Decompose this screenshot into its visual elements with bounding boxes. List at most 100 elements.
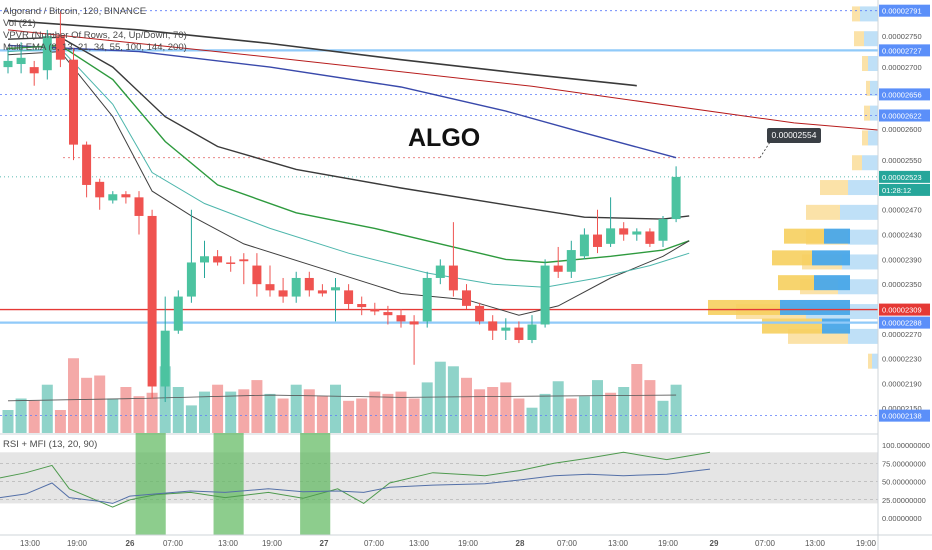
candle-body: [488, 321, 498, 331]
vpvr-bar-down: [772, 250, 812, 266]
price-tick-label: 0.00002350: [882, 280, 922, 289]
volume-profile: [708, 6, 878, 369]
volume-legend[interactable]: Vol (21): [3, 18, 36, 29]
volume-bar: [447, 366, 459, 433]
volume-bar: [54, 410, 66, 433]
time-tick-label: 07:00: [163, 539, 184, 548]
time-tick-label: 13:00: [218, 539, 239, 548]
vpvr-bar-down: [866, 80, 870, 96]
moving-averages: [7, 19, 912, 316]
price-level-label: 0.00002791: [882, 7, 922, 16]
price-level-label: 0.00002309: [882, 306, 922, 315]
candle-body: [422, 277, 432, 322]
time-tick-label: 27: [320, 539, 329, 548]
volume-bar: [631, 364, 643, 433]
candle-body: [370, 308, 380, 312]
vpvr-bar-down: [762, 318, 822, 334]
vpvr-bar-up: [870, 80, 878, 96]
volume-bar: [264, 393, 276, 433]
volume-bar: [539, 393, 551, 433]
vpvr-legend[interactable]: VPVR (Number Of Rows, 24, Up/Down, 70): [3, 30, 187, 41]
price-tick-label: 0.00002270: [882, 330, 922, 339]
price-level-box: [879, 409, 930, 422]
vpvr-bar-down: [852, 6, 860, 22]
candle-body: [645, 231, 655, 244]
price-level-label: 0.00002656: [882, 90, 922, 99]
ema-line: [7, 51, 690, 316]
volume-bar: [225, 391, 237, 433]
ema-line: [7, 44, 677, 159]
volume-bar: [120, 387, 132, 433]
symbol-title: Algorand / Bitcoin, 120, BINANCE: [3, 6, 147, 17]
candle-body: [55, 36, 65, 60]
volume-bar: [369, 391, 381, 433]
vpvr-bar-down: [778, 275, 814, 291]
candle-body: [409, 321, 419, 325]
rsi-legend[interactable]: RSI + MFI (13, 20, 90): [3, 439, 98, 450]
volume-bar: [644, 380, 656, 433]
rsi-tick-label: 75.00000000: [882, 459, 926, 468]
candle-body: [527, 324, 537, 340]
volume-bar: [605, 392, 617, 433]
vpvr-bar-up: [812, 250, 850, 266]
vpvr-bar-up: [824, 228, 850, 244]
price-level-label: 0.00002523: [882, 173, 922, 182]
volume-bar: [172, 387, 184, 433]
vpvr-bar-up: [780, 299, 850, 315]
algo-annotation: ALGO: [408, 124, 481, 152]
volume-bar: [199, 391, 210, 433]
price-level-box: [879, 4, 930, 17]
price-tick-label: 0.00002150: [882, 404, 922, 413]
candle-body: [239, 259, 249, 262]
rsi-tick-label: 100.00000000: [882, 441, 930, 450]
time-tick-label: 19:00: [67, 539, 88, 548]
candle-body: [383, 312, 393, 316]
candle-body: [579, 234, 589, 257]
rsi-panel: [0, 433, 932, 535]
price-tick-label: 0.00002190: [882, 379, 922, 388]
ema-line: [7, 47, 690, 288]
ema-legend[interactable]: Multi EMA (8, 13, 21, 34, 55, 100, 144, …: [3, 42, 187, 53]
candle-body: [82, 144, 92, 185]
volume-bar: [238, 389, 250, 433]
price-level-box: [879, 316, 930, 329]
price-level-box: [879, 303, 930, 316]
time-tick-label: 26: [126, 539, 135, 548]
vpvr-bar-up: [868, 130, 878, 146]
volume-bar: [670, 384, 682, 433]
candle-body: [95, 181, 105, 198]
candles: [3, 11, 681, 402]
volume-bar: [290, 384, 302, 433]
price-tick-label: 0.00002750: [882, 32, 922, 41]
candle-body: [134, 197, 144, 216]
vpvr-bar-down: [862, 130, 868, 146]
volume-bar: [382, 393, 394, 433]
volume-bar: [185, 405, 197, 433]
time-tick-label: 28: [516, 539, 525, 548]
volume-bar: [330, 384, 341, 433]
volume-bar: [618, 387, 630, 433]
candle-body: [671, 176, 681, 220]
candle-body: [200, 256, 209, 263]
candle-body: [265, 284, 275, 291]
rsi-tick-label: 0.00000000: [882, 514, 922, 523]
price-tick-label: 0.00002230: [882, 355, 922, 364]
vpvr-bar-up: [870, 105, 878, 121]
price-level-box: [879, 183, 930, 196]
mfi-line: [0, 468, 711, 504]
time-tick-label: 19:00: [458, 539, 479, 548]
volume-bar: [28, 400, 40, 433]
candle-body: [278, 290, 288, 297]
rsi-tick-label: 50.00000000: [882, 478, 926, 487]
candle-body: [3, 60, 13, 68]
candle-body: [42, 36, 52, 71]
time-tick-label: 13:00: [805, 539, 826, 548]
volume-bar: [395, 391, 407, 433]
vpvr-bar-up: [822, 318, 850, 334]
candle-body: [593, 234, 602, 247]
candle-body: [566, 250, 576, 272]
rsi-line: [0, 451, 711, 508]
volume-bar: [657, 400, 669, 433]
price-level-label: 0.00002288: [882, 319, 922, 328]
